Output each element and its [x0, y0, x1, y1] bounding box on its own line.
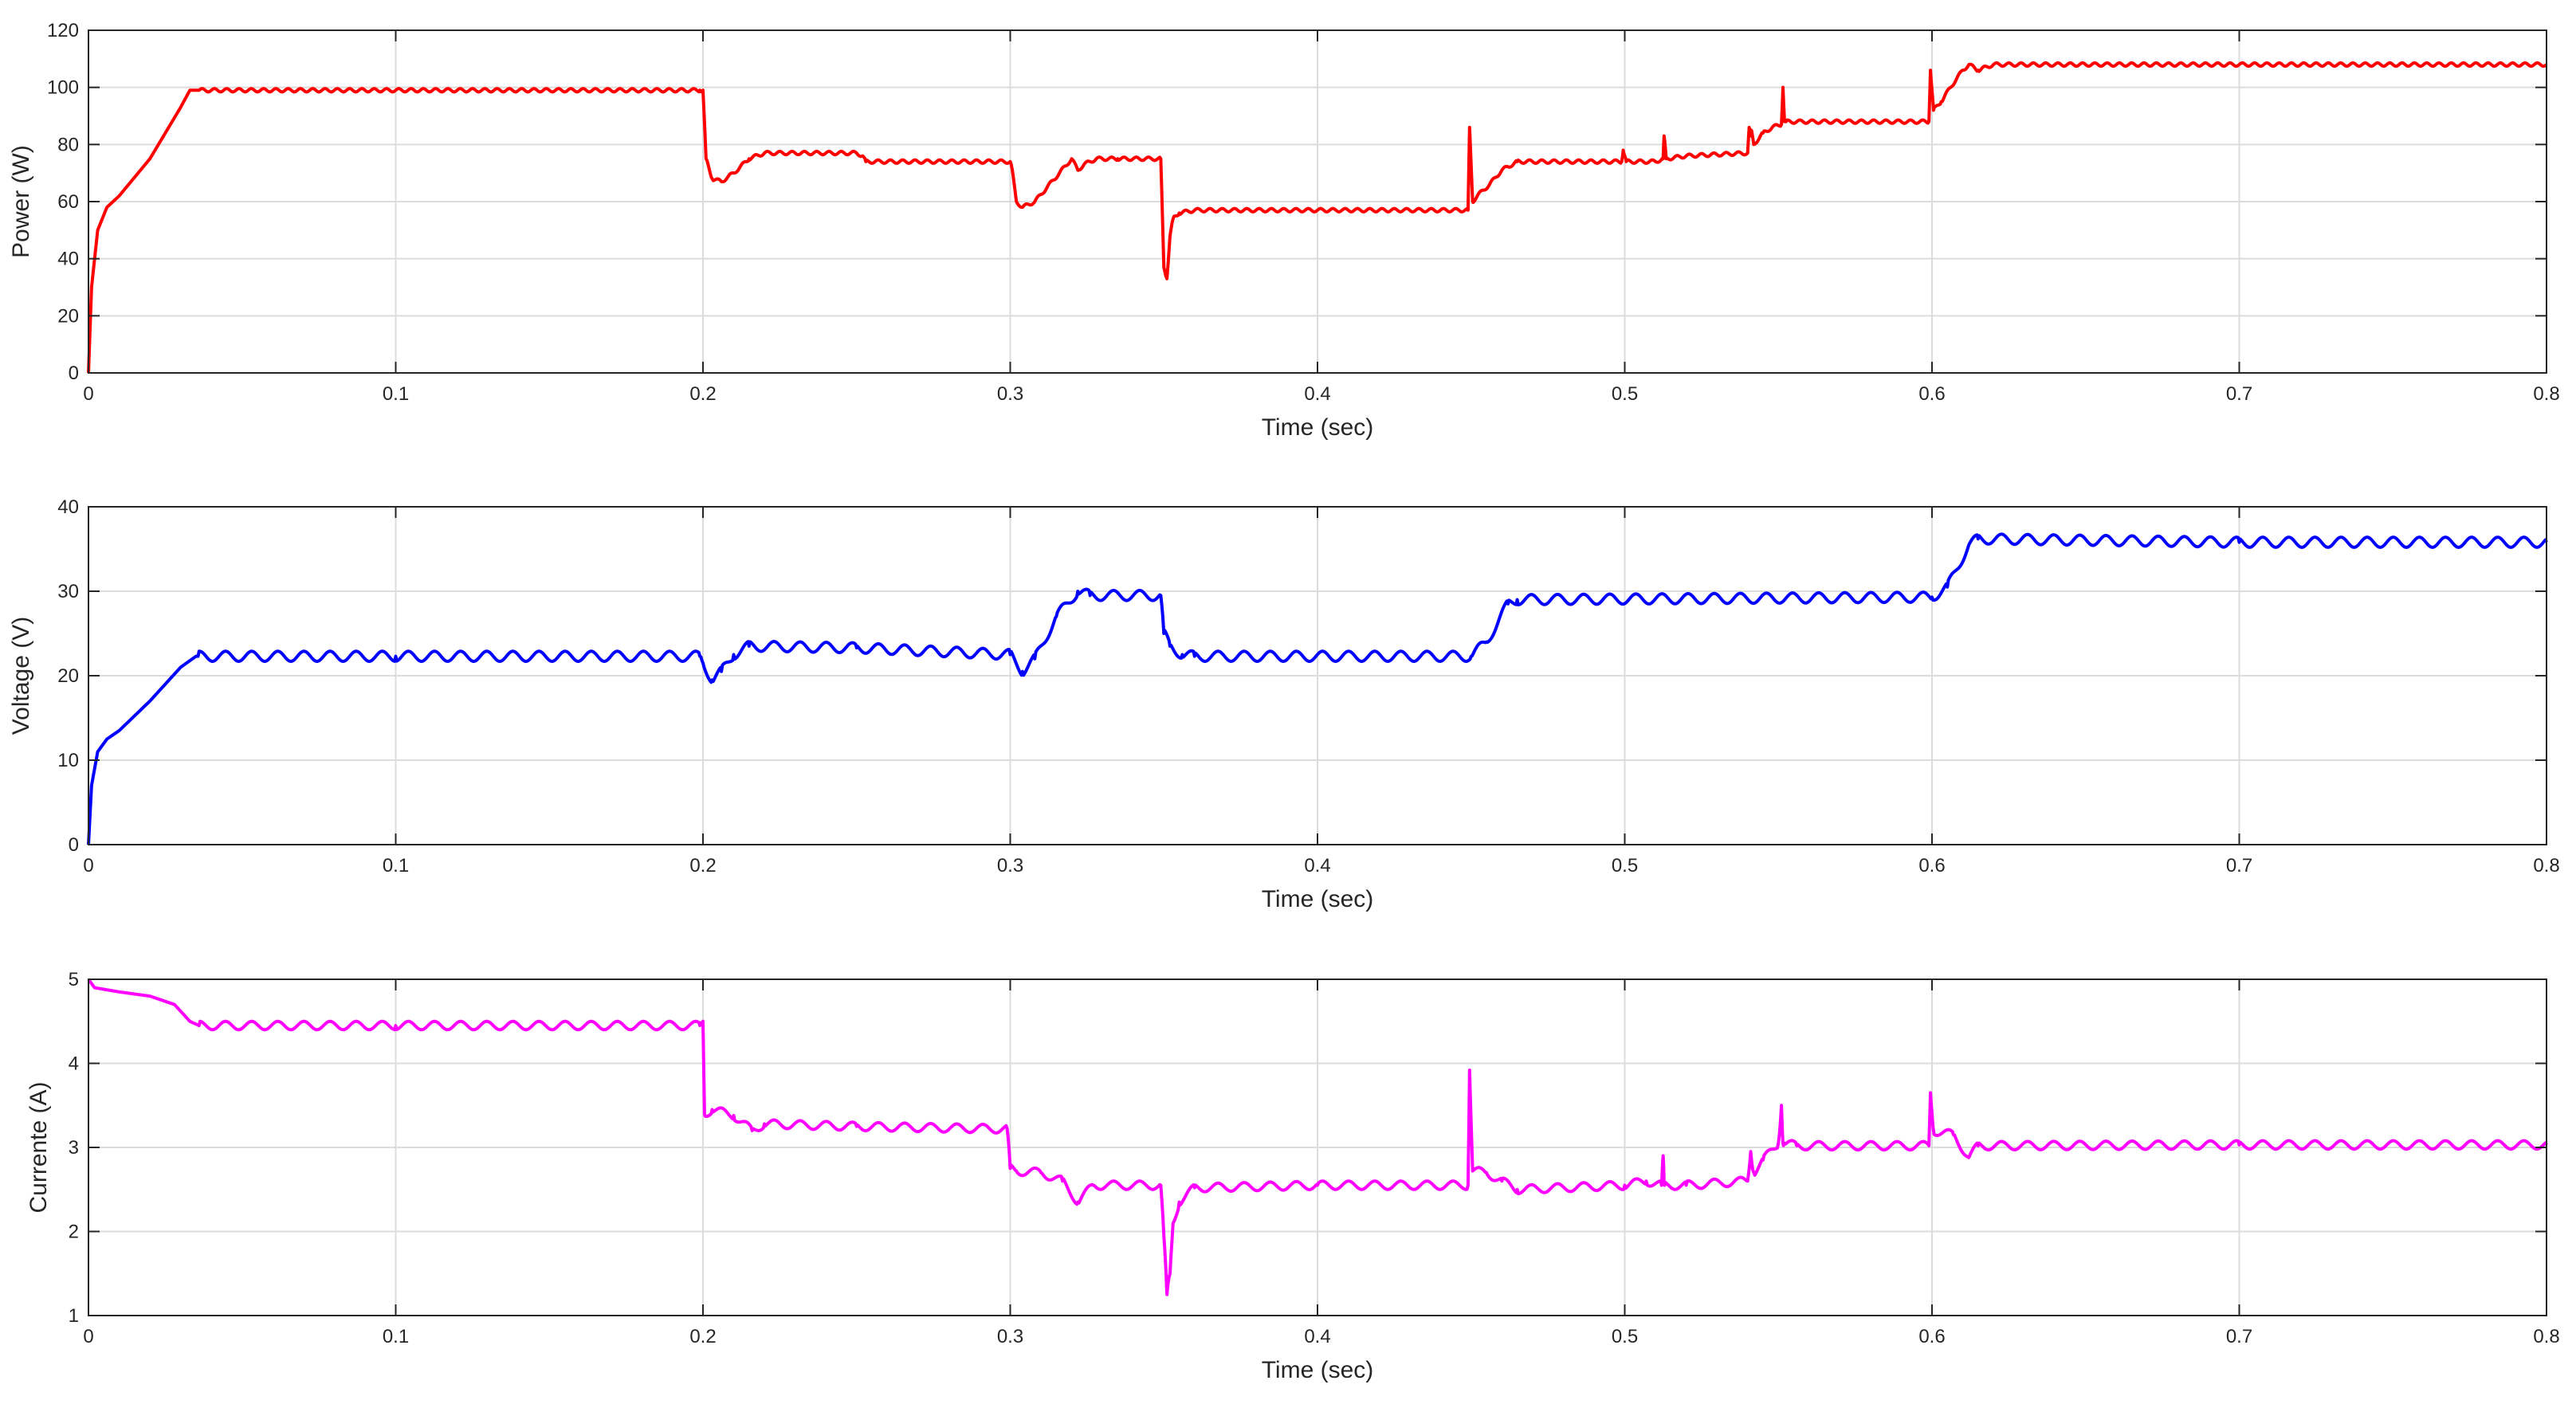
current-xtick-label: 0.4	[1304, 1326, 1330, 1347]
current-xtick-label: 0.6	[1918, 1326, 1945, 1347]
power-xtick-label: 0.4	[1304, 383, 1330, 405]
voltage-yaxis-label: Voltage (V)	[8, 617, 34, 735]
power-xtick-label: 0.3	[997, 383, 1023, 405]
power-xaxis-label: Time (sec)	[1262, 414, 1374, 441]
power-ytick-label: 40	[57, 249, 79, 270]
power-ytick-label: 20	[57, 305, 79, 327]
power-xtick-label: 0	[83, 383, 93, 405]
power-xtick-label: 0.6	[1918, 383, 1945, 405]
power-plot: 0 0.1 0.2 0.3 0.4 0.5 0.6 0.7 0.8 0 20 40 60 80 100 120…	[8, 20, 2560, 441]
voltage-xtick-label: 0.6	[1918, 855, 1945, 877]
power-ytick-label: 0	[69, 363, 79, 384]
voltage-xtick-label: 0	[83, 855, 93, 877]
voltage-plot: 0 0.1 0.2 0.3 0.4 0.5 0.6 0.7 0.8 0 10 20 30 40 Time (…	[8, 496, 2560, 912]
current-series-line	[87, 978, 2548, 1296]
voltage-ytick-label: 40	[57, 496, 79, 518]
voltage-xtick-label: 0.1	[383, 855, 409, 877]
current-ytick-label: 1	[69, 1305, 79, 1327]
voltage-ytick-label: 0	[69, 834, 79, 856]
current-yaxis-label: Currente (A)	[26, 1081, 52, 1213]
current-xtick-label: 0.3	[997, 1326, 1023, 1347]
power-yaxis-label: Power (W)	[8, 145, 34, 258]
power-ytick-label: 100	[47, 77, 79, 99]
voltage-ytick-label: 30	[57, 581, 79, 602]
power-xtick-label: 0.8	[2533, 383, 2559, 405]
power-ytick-label: 120	[47, 20, 79, 41]
power-ytick-label: 80	[57, 134, 79, 155]
current-ytick-label: 3	[69, 1137, 79, 1159]
power-ytick-label: 60	[57, 191, 79, 213]
voltage-xaxis-label: Time (sec)	[1262, 886, 1374, 912]
power-xtick-label: 0.7	[2226, 383, 2252, 405]
voltage-ytick-label: 10	[57, 750, 79, 771]
voltage-xtick-label: 0.2	[689, 855, 716, 877]
voltage-xtick-label: 0.7	[2226, 855, 2252, 877]
voltage-xtick-label: 0.8	[2533, 855, 2559, 877]
voltage-ytick-label: 20	[57, 665, 79, 687]
power-xtick-label: 0.1	[383, 383, 409, 405]
power-series-line	[87, 61, 2548, 374]
current-plot: 0 0.1 0.2 0.3 0.4 0.5 0.6 0.7 0.8 1 2 3 4 5 Time (sec)…	[26, 969, 2560, 1383]
voltage-series-line	[87, 532, 2548, 845]
current-xtick-label: 0	[83, 1326, 93, 1347]
current-xtick-label: 0.1	[383, 1326, 409, 1347]
voltage-xtick-label: 0.5	[1612, 855, 1638, 877]
power-xtick-label: 0.5	[1612, 383, 1638, 405]
current-xaxis-label: Time (sec)	[1262, 1357, 1374, 1383]
current-ytick-label: 2	[69, 1222, 79, 1243]
voltage-xtick-label: 0.4	[1304, 855, 1330, 877]
current-xtick-label: 0.7	[2226, 1326, 2252, 1347]
current-xtick-label: 0.8	[2533, 1326, 2559, 1347]
current-xtick-label: 0.2	[689, 1326, 716, 1347]
voltage-xtick-label: 0.3	[997, 855, 1023, 877]
current-xtick-label: 0.5	[1612, 1326, 1638, 1347]
power-xtick-label: 0.2	[689, 383, 716, 405]
current-ytick-label: 4	[69, 1053, 79, 1075]
current-ytick-label: 5	[69, 969, 79, 990]
